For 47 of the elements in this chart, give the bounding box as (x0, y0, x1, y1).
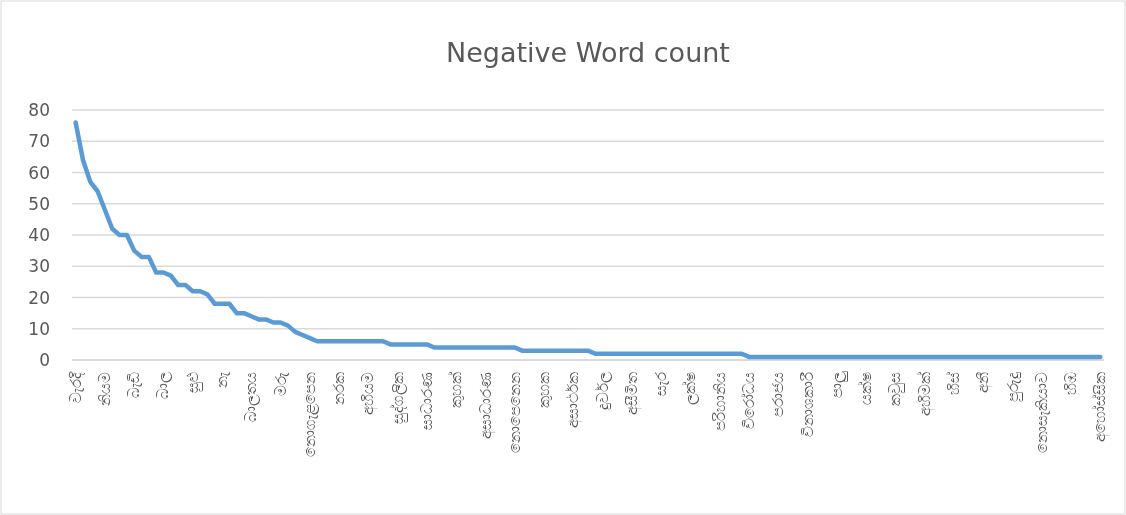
x-tick-label: වැරදි (66, 371, 85, 403)
x-tick-label: අහෝස්සික (1091, 372, 1111, 442)
x-tick-label: විනාශකාරී (798, 372, 817, 437)
x-tick-label: අහියම (359, 372, 379, 415)
y-tick-label: 10 (28, 318, 50, 339)
x-tick-label: දුර්වල (593, 371, 612, 410)
x-tick-label: කවුස (886, 372, 906, 406)
x-tick-label: සැර (652, 372, 671, 396)
x-tick-label: පාලු (827, 371, 848, 398)
x-tick-label: ලක්ෂ (681, 372, 700, 405)
x-tick-label: අසාර්ථක (564, 372, 584, 428)
y-tick-label: 70 (28, 131, 50, 152)
x-tick-label: විරෝධය (740, 372, 759, 429)
y-tick-label: 50 (28, 193, 50, 214)
y-tick-label: 30 (28, 256, 50, 277)
x-tick-label: නොපෙනෙන (505, 372, 524, 453)
x-tick-label: සුළු (183, 372, 203, 393)
x-tick-label: සුද්ගලික (388, 372, 408, 424)
x-tick-label: පරාජය (769, 372, 788, 417)
x-tick-label: නරක (330, 372, 349, 405)
x-tick-label: නැ (213, 371, 232, 388)
x-tick-label: මරු (271, 372, 290, 396)
y-tick-label: 20 (28, 287, 50, 308)
x-tick-label: අසීමිත (622, 372, 642, 415)
x-tick-label: යක්ෂ (857, 372, 876, 405)
x-tick-label: අහිමක් (915, 372, 935, 416)
x-tick-label: නියම (95, 372, 114, 406)
x-tick-label: අසාධාරණ (476, 372, 496, 439)
x-tick-label: හිස් (944, 372, 963, 395)
x-tick-label: කුහක (535, 372, 554, 408)
chart-title: Negative Word count (446, 37, 730, 68)
x-tick-label: අනී (974, 372, 994, 393)
x-tick-label: බාලතය (242, 372, 261, 422)
x-tick-label: සාධාරණ (417, 372, 436, 430)
y-tick-label: 40 (28, 225, 50, 245)
line-series (73, 120, 1103, 360)
y-tick-label: 60 (28, 162, 50, 183)
x-tick-label: හිඹ (1062, 372, 1081, 395)
x-tick-label: බැඩි (125, 372, 144, 398)
x-tick-label: බාල (154, 371, 173, 399)
x-tick-label: කුහක් (447, 372, 466, 408)
y-tick-label: 80 (28, 100, 50, 120)
x-tick-label: පුරුදු (1003, 372, 1023, 402)
x-tick-label: නොසැකියාව (1032, 372, 1051, 453)
x-tick-label: පරිහානිය (710, 372, 729, 431)
y-tick-label: 0 (39, 350, 50, 370)
x-tick-label: නොගැළපෙන (300, 372, 319, 457)
